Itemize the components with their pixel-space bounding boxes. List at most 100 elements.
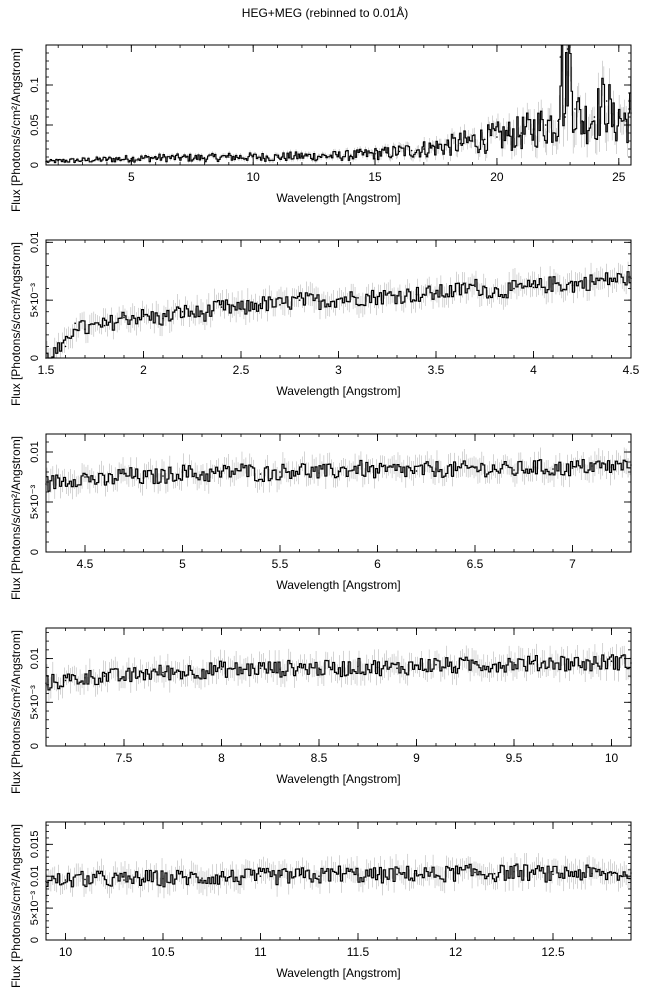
data-point <box>618 116 620 118</box>
data-point <box>435 663 437 666</box>
data-point <box>201 877 203 879</box>
x-tick-label: 6.5 <box>467 557 484 571</box>
data-point <box>142 672 145 675</box>
data-point <box>571 662 574 664</box>
data-point <box>610 466 613 468</box>
x-tick-label: 10 <box>247 170 261 184</box>
data-point <box>435 874 437 876</box>
y-tick-label: 0 <box>29 549 41 555</box>
data-point <box>396 469 398 471</box>
data-point <box>228 156 230 158</box>
error-bars <box>46 45 631 164</box>
data-point <box>123 316 125 319</box>
data-point <box>396 667 398 670</box>
data-point <box>415 470 418 472</box>
y-tick-label: 0 <box>29 937 41 943</box>
data-point <box>474 871 476 874</box>
data-point <box>279 303 281 306</box>
data-point <box>181 471 184 473</box>
data-point <box>513 662 515 664</box>
y-tick-label: 0.01 <box>29 866 41 887</box>
data-point <box>613 124 615 126</box>
data-point <box>318 667 320 670</box>
data-point <box>574 108 576 110</box>
y-axis-label: Flux [Photons/s/cm²/Angstrom] <box>9 242 23 406</box>
data-point <box>610 660 613 663</box>
data-point <box>566 48 569 50</box>
data-point <box>454 872 457 874</box>
data-point <box>571 467 574 469</box>
data-point <box>571 871 574 874</box>
data-point <box>610 278 613 281</box>
data-point <box>181 876 184 879</box>
data-point <box>552 873 554 876</box>
data-point <box>532 663 535 665</box>
data-point <box>337 298 340 300</box>
data-point <box>593 116 596 118</box>
data-point <box>474 467 476 469</box>
data-point <box>259 875 262 878</box>
data-point <box>201 670 203 672</box>
plot-frame <box>45 627 632 747</box>
data-point <box>552 661 554 663</box>
data-point <box>513 287 515 290</box>
spectrum-series <box>46 44 631 164</box>
x-tick-label: 4 <box>530 363 537 377</box>
y-tick-label: 0.05 <box>29 114 41 135</box>
data-point <box>201 474 203 476</box>
x-tick-label: 25 <box>612 170 626 184</box>
data-point <box>103 481 106 483</box>
data-point <box>435 468 437 470</box>
data-point <box>520 132 523 134</box>
data-point <box>571 284 574 286</box>
x-axis-label: Wavelength [Angstrom] <box>276 578 400 592</box>
y-tick-label: 5×10⁻³ <box>29 685 41 720</box>
data-point <box>557 120 559 122</box>
data-point <box>276 156 279 158</box>
x-tick-label: 9.5 <box>506 751 523 765</box>
data-point <box>337 872 340 874</box>
page-title: HEG+MEG (rebinned to 0.01Å) <box>241 6 409 20</box>
data-point <box>349 154 352 157</box>
data-point <box>81 159 84 161</box>
data-point <box>532 466 535 468</box>
data-point <box>84 476 86 478</box>
chart-panel-2: 1.5 2 2.5 3 3.5 4 4.5 0 5×10⁻³ 0.01 Wavelength [An… <box>9 232 640 406</box>
y-axis-label: Flux [Photons/s/cm²/Angstrom] <box>9 824 23 988</box>
data-point <box>259 667 262 670</box>
y-axis-label: Flux [Photons/s/cm²/Angstrom] <box>9 48 23 212</box>
data-point <box>64 679 67 682</box>
data-point <box>374 153 376 155</box>
data-point <box>220 306 223 308</box>
data-point <box>435 292 437 295</box>
x-tick-label: 8.5 <box>311 751 328 765</box>
y-tick-label: 5×10⁻³ <box>29 485 41 520</box>
data-point <box>493 468 496 470</box>
data-point <box>591 663 593 665</box>
data-point <box>357 467 359 469</box>
y-tick-label: 0.01 <box>29 648 41 669</box>
data-point <box>142 477 145 479</box>
chart-panel-3: 4.5 5 5.5 6 6.5 7 0 5×10⁻³ 0.01 Wavelength [Angst… <box>9 433 632 600</box>
data-point <box>591 872 593 875</box>
data-point <box>123 676 125 678</box>
data-point <box>298 874 301 877</box>
data-point <box>106 158 108 161</box>
chart-panel-1: 5 10 15 20 25 0 0.05 0.1 Wavelength [Angstrom] Fl… <box>9 44 632 212</box>
data-point <box>142 877 145 879</box>
data-point <box>532 872 535 874</box>
x-tick-label: 5 <box>128 170 135 184</box>
spectrum-series <box>46 271 631 359</box>
x-tick-label: 7 <box>569 557 576 571</box>
data-point <box>84 878 86 881</box>
x-tick-label: 7.5 <box>116 751 133 765</box>
data-point <box>103 324 106 327</box>
data-point <box>162 671 164 674</box>
data-point <box>544 124 547 126</box>
data-point <box>532 286 535 289</box>
x-tick-label: 10.5 <box>151 945 175 959</box>
x-axis-label: Wavelength [Angstrom] <box>276 966 400 980</box>
data-point <box>508 134 510 137</box>
data-point <box>454 665 457 668</box>
data-point <box>376 471 379 473</box>
